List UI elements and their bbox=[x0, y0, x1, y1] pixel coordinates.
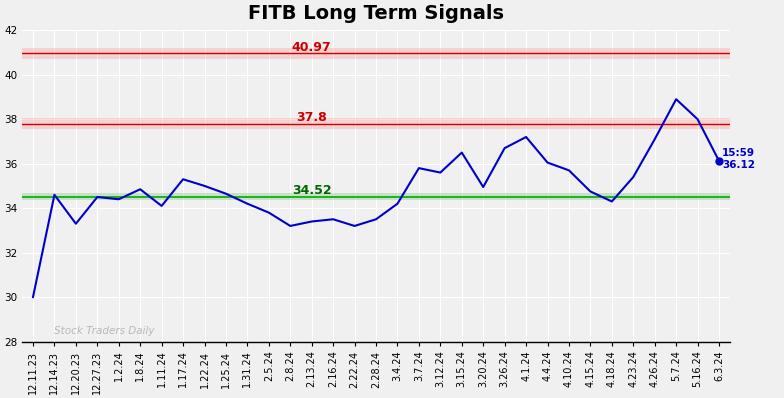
Text: 40.97: 40.97 bbox=[292, 41, 332, 53]
Bar bbox=[22, 118, 730, 129]
Bar bbox=[22, 48, 730, 59]
Text: Stock Traders Daily: Stock Traders Daily bbox=[54, 326, 155, 336]
Text: 15:59
36.12: 15:59 36.12 bbox=[722, 148, 755, 170]
Text: 34.52: 34.52 bbox=[292, 184, 332, 197]
Bar bbox=[22, 193, 730, 200]
Text: 37.8: 37.8 bbox=[296, 111, 327, 124]
Title: FITB Long Term Signals: FITB Long Term Signals bbox=[248, 4, 504, 23]
